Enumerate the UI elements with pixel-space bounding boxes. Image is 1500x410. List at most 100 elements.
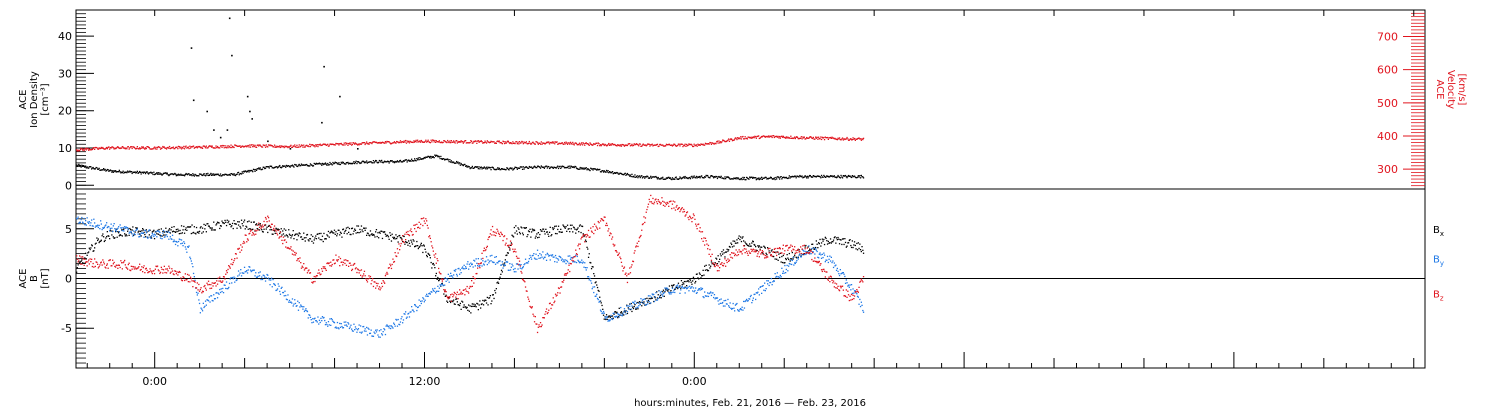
- data-point: [198, 290, 201, 292]
- data-point: [202, 291, 204, 293]
- data-point: [97, 226, 99, 229]
- data-point: [165, 173, 168, 175]
- data-point: [348, 262, 351, 264]
- data-point: [696, 145, 698, 147]
- data-point: [524, 227, 527, 229]
- data-point: [368, 143, 370, 145]
- data-point: [461, 141, 463, 143]
- data-point: [731, 178, 733, 180]
- data-point: [362, 160, 364, 162]
- data-point: [136, 228, 138, 230]
- data-point: [516, 263, 518, 265]
- data-point: [80, 218, 82, 221]
- y-tick-label: 5: [65, 223, 72, 236]
- data-point: [363, 227, 366, 229]
- data-point: [195, 174, 197, 176]
- data-point: [194, 173, 196, 176]
- data-point: [820, 138, 823, 141]
- data-point: [599, 296, 601, 298]
- data-point: [324, 324, 327, 326]
- data-point: [97, 224, 99, 226]
- data-point: [336, 260, 339, 262]
- data-point: [292, 165, 294, 167]
- data-point: [668, 285, 671, 287]
- data-point: [614, 172, 616, 174]
- data-point: [642, 298, 644, 301]
- data-point: [695, 292, 698, 294]
- data-point: [430, 261, 432, 264]
- data-point: [838, 138, 840, 140]
- data-point: [689, 279, 692, 281]
- data-point: [277, 229, 279, 232]
- data-point: [677, 143, 680, 145]
- data-point: [113, 237, 115, 239]
- data-point: [773, 280, 775, 282]
- data-point: [668, 143, 671, 145]
- data-point: [122, 262, 124, 264]
- data-point: [190, 260, 192, 262]
- data-point: [664, 287, 666, 289]
- data-point: [662, 176, 664, 178]
- data-point: [449, 275, 451, 277]
- data-point: [456, 162, 458, 164]
- data-point: [255, 276, 258, 278]
- data-point: [78, 261, 80, 263]
- data-point: [300, 305, 303, 307]
- data-point: [91, 168, 93, 170]
- data-point: [194, 146, 196, 149]
- data-point: [114, 265, 116, 268]
- data-point: [321, 239, 323, 241]
- data-point: [687, 144, 689, 146]
- data-point: [91, 244, 93, 246]
- data-point: [674, 176, 677, 179]
- data-point: [135, 229, 137, 232]
- data-point: [570, 257, 572, 259]
- data-point: [285, 164, 288, 167]
- data-point: [152, 173, 154, 176]
- data-point: [524, 227, 526, 229]
- data-point: [783, 262, 785, 264]
- data-point: [479, 300, 481, 302]
- data-point: [536, 141, 538, 143]
- data-point: [131, 172, 133, 175]
- data-point: [736, 178, 738, 180]
- data-point: [366, 143, 369, 145]
- data-point: [411, 231, 413, 233]
- data-point: [580, 231, 582, 234]
- data-point: [683, 287, 686, 289]
- data-point: [313, 144, 315, 147]
- data-point: [138, 266, 140, 268]
- data-point: [435, 140, 437, 142]
- data-point: [520, 226, 522, 228]
- data-point: [755, 249, 757, 251]
- data-point: [584, 239, 587, 241]
- data-point: [103, 236, 105, 238]
- data-point: [495, 288, 497, 290]
- data-point: [219, 145, 222, 147]
- data-point: [414, 246, 416, 248]
- data-point: [421, 300, 423, 302]
- data-point: [754, 135, 756, 137]
- data-point: [615, 312, 617, 314]
- data-point: [88, 149, 90, 151]
- data-point: [320, 317, 322, 319]
- data-point: [318, 269, 320, 271]
- data-point: [231, 258, 233, 261]
- data-point: [701, 144, 704, 146]
- data-point: [76, 149, 78, 151]
- data-point: [82, 165, 84, 167]
- data-point: [578, 168, 581, 170]
- data-point: [832, 241, 834, 243]
- data-point: [221, 290, 223, 293]
- data-point: [656, 297, 659, 299]
- data-point: [816, 243, 818, 245]
- data-point: [832, 137, 835, 139]
- data-point: [336, 259, 338, 261]
- data-point: [134, 231, 136, 233]
- data-point: [318, 232, 321, 235]
- data-point: [246, 270, 248, 272]
- data-point: [106, 169, 108, 172]
- data-point: [546, 141, 548, 143]
- data-point: [174, 243, 177, 246]
- data-point: [141, 171, 143, 173]
